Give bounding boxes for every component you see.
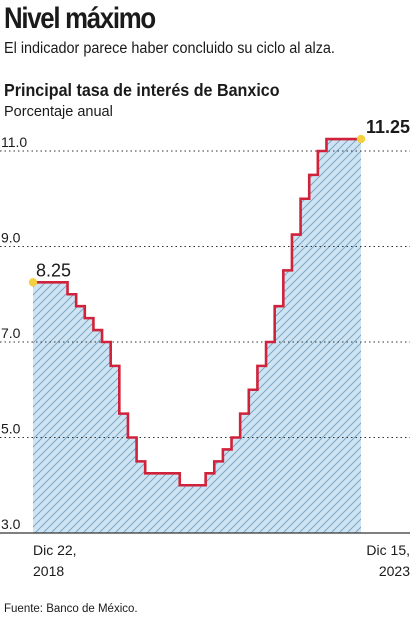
- area-fill: [33, 139, 361, 533]
- headline: Nivel máximo: [4, 2, 156, 35]
- y-tick-label: 5.0: [1, 421, 21, 437]
- y-tick-label: 11.0: [1, 134, 27, 150]
- y-tick-label: 7.0: [1, 325, 21, 341]
- start-value-label: 8.25: [36, 260, 71, 280]
- y-tick-label: 3.0: [1, 516, 21, 532]
- source-note: Fuente: Banco de México.: [4, 603, 138, 615]
- chart-subtitle: Porcentaje anual: [4, 104, 113, 120]
- x-label-year: 2023: [379, 563, 410, 579]
- y-tick-label: 9.0: [1, 230, 21, 246]
- x-label-date: Dic 22,: [33, 542, 77, 558]
- chart-title: Principal tasa de interés de Banxico: [4, 80, 280, 100]
- x-label-date: Dic 15,: [366, 542, 410, 558]
- start-marker: [28, 278, 38, 287]
- end-value-label: 11.25: [366, 117, 410, 137]
- dek: El indicador parece haber concluido su c…: [4, 40, 335, 57]
- end-marker: [356, 134, 366, 144]
- series-line: [33, 137, 361, 487]
- x-label-year: 2018: [33, 563, 64, 579]
